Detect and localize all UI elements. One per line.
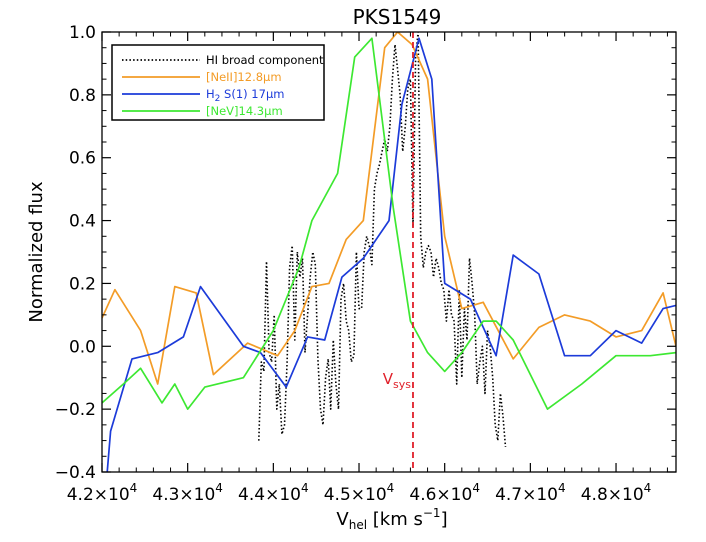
y-tick-label: 0.6 (69, 149, 96, 169)
x-tick-label: 4.3×104 (152, 481, 223, 505)
series-line-2 (106, 37, 676, 472)
x-tick-label: 4.6×104 (409, 481, 480, 505)
series-line-3 (102, 37, 676, 410)
x-axis-label: Vhel [km s−1] (336, 506, 447, 532)
legend-label-2: H2 S(1) 17μm (206, 87, 284, 104)
legend-label-1: [NeII]12.8μm (206, 70, 282, 84)
y-tick-label: 0.2 (69, 274, 96, 294)
y-axis: −0.4 −0.2 0.0 0.2 0.4 0.6 0.8 1.0 (55, 23, 676, 483)
legend: HI broad component [NeII]12.8μm H2 S(1) 17… (111, 44, 325, 121)
x-tick-label: 4.5×104 (324, 481, 395, 505)
legend-box (111, 44, 325, 121)
legend-label-3: [NeV]14.3μm (206, 104, 283, 118)
x-tick-label: 4.2×104 (67, 481, 138, 505)
vsys-layer: Vsys (383, 32, 414, 472)
y-tick-label: −0.2 (55, 400, 96, 420)
y-tick-label: 0.4 (69, 212, 96, 232)
y-tick-label: −0.4 (55, 463, 96, 483)
legend-label-0: HI broad component (206, 53, 324, 67)
x-axis: 4.2×104 4.3×104 4.4×104 4.5×104 4.6×104 4.7×1… (67, 32, 668, 505)
x-tick-label: 4.8×104 (581, 481, 652, 505)
x-tick-label: 4.4×104 (238, 481, 309, 505)
y-tick-label: 0.0 (69, 337, 96, 357)
series-layer (102, 32, 676, 472)
y-tick-label: 0.8 (69, 86, 96, 106)
chart-title: PKS1549 (353, 5, 442, 29)
y-axis-label: Normalized flux (26, 181, 47, 323)
x-tick-label: 4.7×104 (495, 481, 566, 505)
vsys-label: Vsys (383, 370, 412, 391)
y-tick-label: 1.0 (69, 23, 96, 43)
series-line-1 (102, 32, 676, 385)
